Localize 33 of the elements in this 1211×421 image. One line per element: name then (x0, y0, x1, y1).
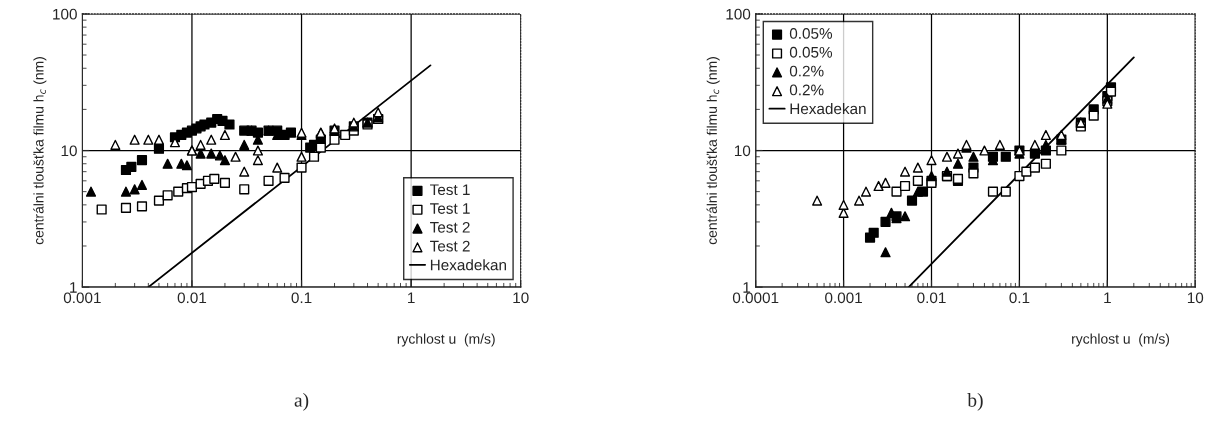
y-axis-title: centrálni tloušťka filmu h$_{c}$ (nm) (33, 57, 47, 245)
x-tick-label: 0.001 (825, 292, 862, 304)
legend-label: Hexadekan (430, 259, 506, 271)
y-tick-label: 1 (70, 282, 77, 293)
legend-label: Test 2 (430, 240, 470, 252)
y-axis-title: centrálni tloušťka filmu h$_{c}$ (nm) (706, 57, 720, 245)
legend-label: 0.05% (789, 46, 833, 58)
legend-label: 0.2% (789, 65, 824, 77)
legend-label: Hexadekan (790, 102, 866, 115)
text: b) (967, 393, 983, 411)
x-tick-label: 0.1 (291, 292, 312, 304)
x-tick-label: 0.01 (177, 292, 207, 304)
x-tick-label: 10 (513, 292, 529, 304)
x-tick-label: 1 (408, 292, 415, 304)
legend-label: 0.2% (789, 84, 824, 96)
legend-label: Test 1 (430, 184, 470, 196)
legend-label: Test 1 (430, 203, 470, 214)
legend-label: 0.05% (789, 28, 833, 39)
x-tick-label: 0.0001 (732, 292, 779, 304)
x-tick-label: 0.01 (917, 292, 946, 304)
y-tick-label: 100 (726, 8, 751, 20)
x-axis-title: rychlost u (m/s) (397, 333, 495, 347)
y-tick-label: 100 (53, 8, 77, 20)
y-tick-label: 10 (734, 145, 751, 157)
y-tick-label: 10 (61, 145, 77, 157)
legend-label: Test 2 (430, 221, 470, 233)
y-tick-label: 1 (743, 282, 751, 293)
x-tick-label: 0.001 (63, 292, 101, 304)
x-tick-label: 10 (1187, 292, 1204, 304)
x-tick-label: 0.1 (1009, 292, 1030, 304)
text: a) (294, 393, 309, 411)
x-tick-label: 1 (1104, 292, 1111, 304)
x-axis-title: rychlost u (m/s) (1072, 333, 1170, 347)
